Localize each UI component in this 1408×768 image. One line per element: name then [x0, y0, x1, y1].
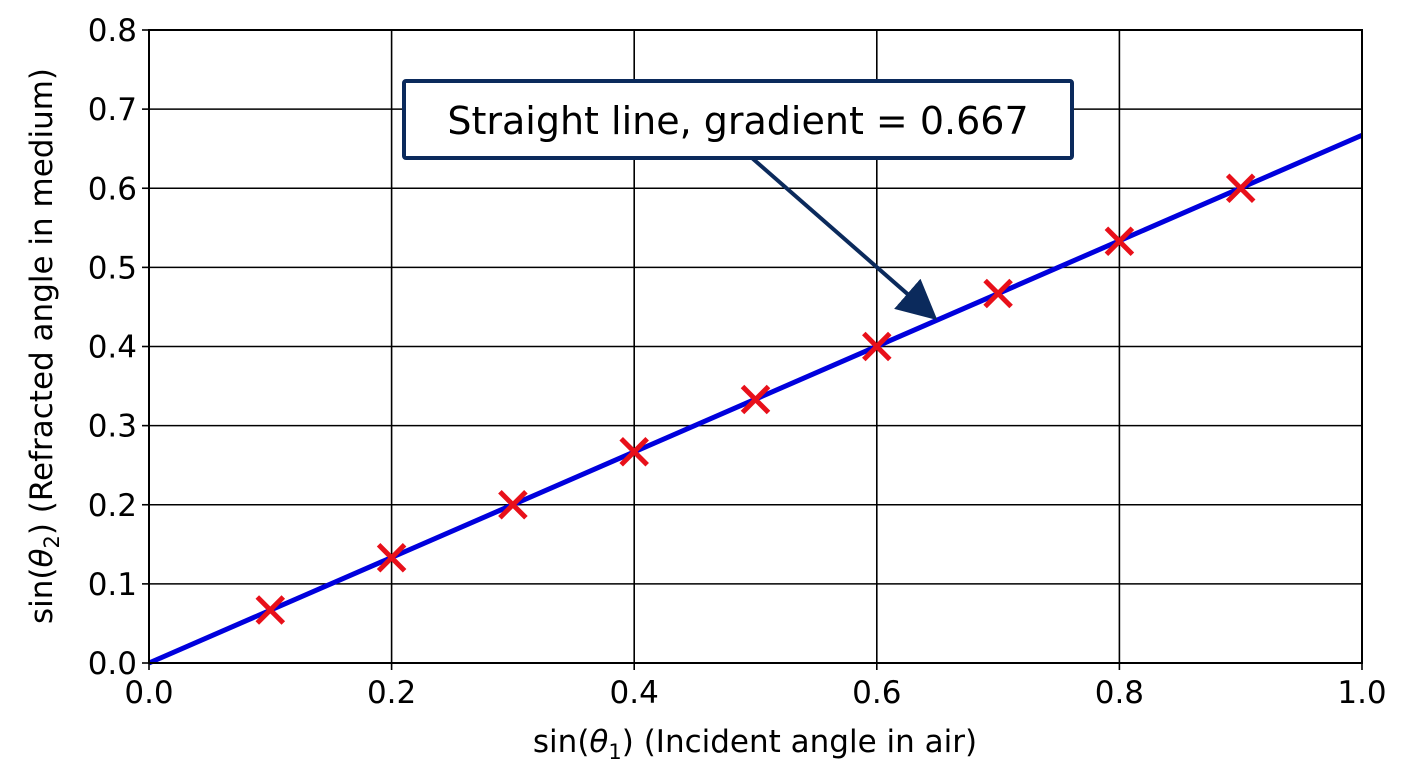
y-tick-label: 0.3	[88, 409, 137, 445]
y-axis-label: sin(θ2) (Refracted angle in medium)	[24, 68, 64, 624]
ticks: 0.0 0.2 0.4 0.6 0.8 1.0 0.0 0.1 0.2 0.3 0.4 0.5 0.6 0…	[88, 13, 1387, 711]
annotation-box	[402, 79, 1074, 160]
y-tick-label: 0.0	[88, 646, 137, 682]
data-point	[1104, 226, 1135, 257]
x-tick-label: 0.0	[124, 675, 173, 711]
x-tick-label: 0.6	[852, 675, 901, 711]
data-point	[983, 278, 1013, 309]
y-tick-label: 0.8	[88, 13, 137, 49]
x-axis-label: sin(θ1) (Incident angle in air)	[533, 724, 977, 764]
y-tick-label: 0.5	[88, 250, 137, 286]
y-tick-label: 0.7	[88, 92, 137, 128]
data-point	[1225, 173, 1256, 204]
x-tick-label: 0.2	[367, 675, 416, 711]
data-point	[862, 331, 892, 362]
x-tick-label: 0.4	[610, 675, 659, 711]
data-point	[740, 384, 771, 415]
data-point	[619, 436, 649, 467]
y-tick-label: 0.1	[88, 567, 137, 603]
y-tick-label: 0.4	[88, 330, 137, 366]
x-tick-label: 1.0	[1337, 675, 1386, 711]
x-tick-label: 0.8	[1095, 675, 1144, 711]
annotation: Straight line, gradient = 0.667	[402, 79, 1074, 321]
plot-area	[148, 132, 1363, 666]
annotation-text: Straight line, gradient = 0.667	[447, 99, 1028, 143]
data-point	[498, 489, 528, 520]
y-tick-label: 0.2	[88, 488, 137, 524]
y-tick-label: 0.6	[88, 171, 137, 207]
data-point	[255, 595, 286, 625]
data-point	[376, 542, 407, 573]
annotation-arrow	[750, 156, 938, 321]
